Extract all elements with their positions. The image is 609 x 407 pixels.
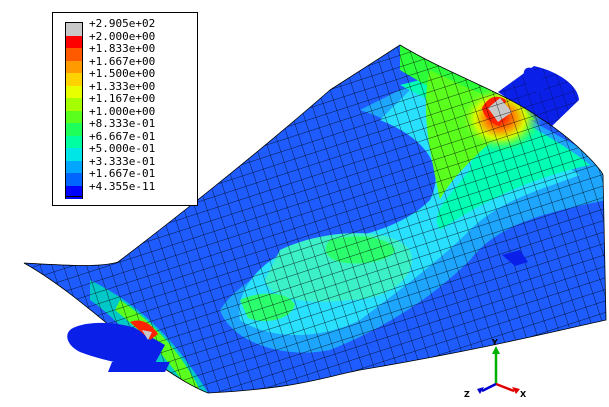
legend-swatch xyxy=(65,185,83,199)
legend-entry: +3.333e-01 xyxy=(53,155,199,174)
contact-patch xyxy=(502,250,528,266)
lower-roller xyxy=(67,320,170,372)
legend-entry: +1.667e+00 xyxy=(53,55,199,74)
legend-swatch xyxy=(65,98,83,111)
triad-z-label: Z xyxy=(464,390,470,399)
legend-value-label: +6.667e-01 xyxy=(89,129,156,143)
legend-value-label: +5.000e-01 xyxy=(89,142,156,155)
legend-entry: +1.833e+00 xyxy=(53,42,199,61)
legend-swatch xyxy=(65,135,83,149)
legend-entry: +1.333e+00 xyxy=(53,80,199,99)
legend-value-label: +2.000e+00 xyxy=(89,29,156,43)
triad-x-label: X xyxy=(520,390,527,399)
axis-triad: Y Z X xyxy=(462,338,532,402)
legend-entry: +2.905e+02 xyxy=(53,17,199,36)
legend-swatch xyxy=(65,73,83,86)
legend-value-label: +1.500e+00 xyxy=(89,67,156,80)
triad-y-label: Y xyxy=(492,338,498,347)
legend-swatch xyxy=(65,23,83,36)
legend-value-label: +1.167e+00 xyxy=(89,92,156,105)
legend-value-label: +8.333e-01 xyxy=(89,117,156,130)
legend-entry: +4.355e-11 xyxy=(53,180,199,199)
legend-value-label: +1.833e+00 xyxy=(89,42,156,55)
legend-swatch xyxy=(65,160,83,174)
z-axis-arrow xyxy=(481,382,497,393)
legend-entry: +5.000e-01 xyxy=(53,142,199,161)
legend-entry: +1.667e-01 xyxy=(53,167,199,186)
legend-swatch xyxy=(65,148,83,161)
legend-swatch xyxy=(65,110,83,124)
legend-entry: +1.500e+00 xyxy=(53,67,199,86)
legend-swatch xyxy=(65,35,83,49)
legend-entry: +1.167e+00 xyxy=(53,92,199,111)
legend-swatch xyxy=(65,48,83,61)
legend-swatch xyxy=(65,123,83,136)
legend-entry: +2.000e+00 xyxy=(53,30,199,49)
legend-value-label: +2.905e+02 xyxy=(89,17,156,30)
legend-entry: +8.333e-01 xyxy=(53,117,199,136)
x-axis-arrow xyxy=(495,382,515,393)
legend-value-label: +1.333e+00 xyxy=(89,79,156,93)
legend-value-label: +1.000e+00 xyxy=(89,104,156,118)
legend-value-label: +3.333e-01 xyxy=(89,154,156,168)
legend-value-label: +4.355e-11 xyxy=(89,179,156,193)
legend-value-label: +1.667e+00 xyxy=(89,54,156,68)
legend-value-label: +1.667e-01 xyxy=(89,167,156,180)
legend-swatch xyxy=(65,85,83,99)
contour-legend: +2.905e+02 +2.000e+00 +1.833e+00 +1.667e+00… xyxy=(52,12,198,206)
legend-swatch xyxy=(65,60,83,74)
legend-entry: +6.667e-01 xyxy=(53,130,199,149)
legend-entry: +1.000e+00 xyxy=(53,105,199,124)
legend-swatch xyxy=(65,173,83,186)
